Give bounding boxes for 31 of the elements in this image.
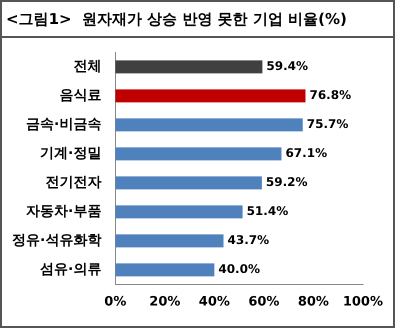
x-tick-label: 80%	[298, 294, 329, 310]
x-tick-label: 40%	[198, 294, 230, 310]
data-label: 51.4%	[246, 204, 288, 218]
data-label: 75.7%	[306, 117, 348, 132]
bar	[115, 89, 306, 102]
x-tick-label: 60%	[248, 294, 280, 310]
y-tick-label: 음식료	[59, 88, 102, 104]
y-tick-label: 섬유·의류	[40, 262, 102, 278]
y-tick-label: 정유·석유화학	[12, 232, 102, 249]
y-tick-label: 자동차·부품	[26, 204, 102, 220]
y-tick-label: 금속·비금속	[26, 116, 102, 133]
bar	[115, 176, 262, 190]
y-tick-label: 전체	[73, 58, 102, 75]
y-tick-label: 기계·정밀	[40, 146, 102, 162]
data-label: 76.8%	[309, 88, 352, 102]
data-label: 43.7%	[228, 233, 270, 248]
data-label: 59.2%	[266, 175, 308, 190]
x-tick-label: 20%	[149, 294, 180, 310]
x-tick-label: 0%	[104, 294, 126, 310]
bar	[115, 60, 262, 74]
chart-title: <그림1> 원자재가 상승 반영 못한 기업 비율(%)	[2, 2, 393, 38]
bar	[115, 147, 282, 160]
data-label: 59.4%	[266, 59, 308, 74]
bar	[115, 263, 214, 276]
bar	[115, 205, 243, 218]
data-label: 40.0%	[218, 262, 260, 276]
bar	[115, 118, 303, 132]
data-label: 67.1%	[285, 146, 328, 160]
x-tick-label: 100%	[342, 294, 384, 310]
y-tick-label: 전기전자	[45, 174, 102, 191]
bar	[115, 234, 224, 248]
